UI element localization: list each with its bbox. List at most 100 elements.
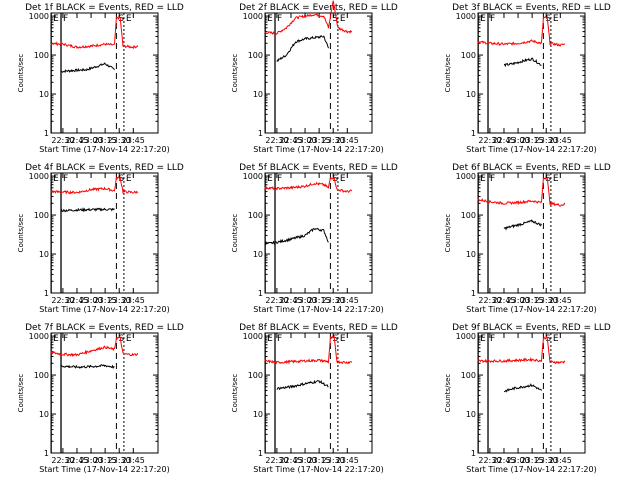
x-tick-label: 23:45: [549, 136, 572, 145]
x-tick-label: 22:30: [478, 456, 501, 465]
marker-label: E: [553, 174, 559, 184]
marker-label: S: [332, 14, 338, 24]
y-tick-label: 1: [258, 289, 263, 298]
x-tick-label: 23:30: [322, 456, 345, 465]
y-tick-label: 100: [34, 371, 49, 380]
x-tick-label: 23:45: [336, 456, 359, 465]
y-tick-label: 1000: [29, 332, 49, 341]
chart-title: Det 7f BLACK = Events, RED = LLD: [25, 323, 184, 333]
x-tick-label: 22:30: [265, 136, 288, 145]
y-tick-label: 1000: [29, 172, 49, 181]
lld-series-line: [50, 336, 139, 358]
chart-panel-9: Det 9f BLACK = Events, RED = LLD 1 10 100 10…: [444, 323, 611, 474]
y-tick-label: 100: [248, 371, 263, 380]
x-tick-label: 23:45: [122, 296, 145, 305]
chart-title: Det 2f BLACK = Events, RED = LLD: [239, 3, 398, 13]
x-tick-label: 23:30: [535, 296, 558, 305]
x-tick-label: 23:30: [322, 136, 345, 145]
axes-frame: [477, 332, 586, 454]
x-tick-label: 23:30: [108, 456, 131, 465]
y-axis-label: Counts/sec: [17, 374, 25, 413]
y-tick-label: 1: [44, 289, 49, 298]
marker-label: E: [480, 334, 486, 344]
y-axis-label: Counts/sec: [444, 214, 452, 253]
marker-label: S: [545, 174, 551, 184]
chart-panel-7: Det 7f BLACK = Events, RED = LLD 1 10 100 10…: [17, 323, 184, 474]
x-tick-label: 23:00: [80, 296, 103, 305]
x-tick-label: 22:45: [65, 296, 88, 305]
x-axis-label: Start Time (17-Nov-14 22:17:20): [39, 145, 169, 154]
y-axis-label: Counts/sec: [231, 54, 239, 93]
lld-series-line: [264, 0, 353, 36]
x-tick-label: 23:30: [535, 456, 558, 465]
y-tick-label: 100: [461, 211, 476, 220]
marker-label: E: [480, 14, 486, 24]
x-tick-label: 23:00: [507, 136, 530, 145]
y-tick-label: 1000: [243, 12, 263, 21]
chart-title: Det 6f BLACK = Events, RED = LLD: [452, 163, 611, 173]
marker-label: S: [118, 14, 124, 24]
chart-panel-6: Det 6f BLACK = Events, RED = LLD 1 10 100 10…: [444, 163, 611, 314]
axes-frame: [50, 332, 159, 454]
x-tick-label: 22:45: [492, 296, 515, 305]
marker-label: F: [490, 14, 495, 24]
axes-frame: [264, 172, 373, 294]
x-tick-label: 23:15: [521, 136, 544, 145]
y-tick-label: 1: [258, 449, 263, 458]
y-tick-label: 10: [466, 410, 476, 419]
y-tick-label: 100: [34, 211, 49, 220]
x-tick-label: 23:00: [294, 296, 317, 305]
x-tick-label: 22:30: [478, 296, 501, 305]
y-axis-label: Counts/sec: [444, 374, 452, 413]
chart-title: Det 1f BLACK = Events, RED = LLD: [25, 3, 184, 13]
x-tick-label: 22:45: [492, 456, 515, 465]
axes-frame: [50, 12, 159, 134]
y-tick-label: 1: [44, 449, 49, 458]
x-tick-label: 23:45: [336, 136, 359, 145]
marker-label: E: [53, 174, 59, 184]
x-tick-label: 22:45: [279, 456, 302, 465]
axes-frame: [264, 332, 373, 454]
y-axis-label: Counts/sec: [444, 54, 452, 93]
x-tick-label: 22:30: [51, 136, 74, 145]
marker-label: E: [53, 334, 59, 344]
y-tick-label: 1000: [456, 12, 476, 21]
x-tick-label: 22:30: [265, 456, 288, 465]
chart-panel-3: Det 3f BLACK = Events, RED = LLD 1 10 100 10…: [444, 3, 611, 154]
lld-series-line: [264, 335, 353, 365]
marker-label: E: [340, 334, 346, 344]
marker-label: E: [553, 334, 559, 344]
lld-series-line: [264, 176, 353, 194]
y-tick-label: 1000: [243, 172, 263, 181]
marker-label: S: [545, 334, 551, 344]
marker-label: E: [267, 334, 273, 344]
x-tick-label: 23:00: [80, 456, 103, 465]
y-tick-label: 10: [253, 410, 263, 419]
x-tick-label: 23:15: [521, 296, 544, 305]
marker-label: E: [126, 334, 132, 344]
x-tick-label: 23:30: [322, 296, 345, 305]
x-tick-label: 23:45: [122, 456, 145, 465]
events-series-line: [276, 34, 329, 62]
chart-title: Det 4f BLACK = Events, RED = LLD: [25, 163, 184, 173]
x-tick-label: 23:15: [308, 296, 331, 305]
events-series-line: [503, 383, 542, 393]
y-tick-label: 100: [248, 211, 263, 220]
y-tick-label: 1000: [456, 332, 476, 341]
marker-label: F: [490, 334, 495, 344]
y-tick-label: 1: [44, 129, 49, 138]
y-tick-label: 10: [39, 250, 49, 259]
marker-label: E: [53, 14, 59, 24]
lld-series-line: [477, 15, 566, 47]
marker-label: F: [490, 174, 495, 184]
y-tick-label: 100: [461, 371, 476, 380]
x-tick-label: 22:45: [279, 296, 302, 305]
x-tick-label: 23:15: [94, 136, 117, 145]
x-axis-label: Start Time (17-Nov-14 22:17:20): [466, 145, 596, 154]
x-tick-label: 22:45: [492, 136, 515, 145]
y-tick-label: 10: [466, 250, 476, 259]
x-tick-label: 23:30: [535, 136, 558, 145]
x-tick-label: 22:45: [65, 456, 88, 465]
marker-label: E: [267, 14, 273, 24]
